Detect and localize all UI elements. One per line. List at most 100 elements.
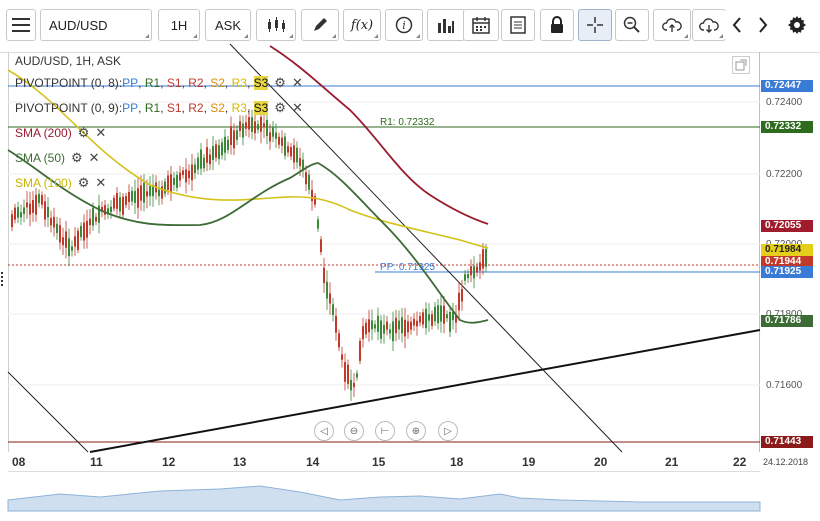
cloud-upload-icon: [662, 18, 682, 32]
date-tick: 08: [12, 455, 26, 469]
document-icon: [510, 16, 526, 34]
close-icon[interactable]: ✕: [88, 150, 100, 165]
calendar-button[interactable]: [463, 9, 499, 41]
zoom-in-button[interactable]: ⊕: [406, 421, 426, 441]
pivot-1-r3: R3: [231, 76, 247, 90]
chart-header-label: AUD/USD, 1H, ASK: [15, 54, 122, 68]
price-tick: 0.72200: [766, 169, 803, 180]
price-type-label: ASK: [214, 17, 241, 33]
pivot-2-r1: R1: [144, 101, 161, 115]
calendar-icon: [472, 17, 490, 34]
resize-handle[interactable]: [1, 272, 7, 286]
svg-text:i: i: [402, 19, 406, 32]
gear-icon[interactable]: ⚙: [71, 150, 83, 165]
price-tag: 0.71944: [761, 256, 813, 268]
volume-button[interactable]: [427, 9, 465, 41]
price-tick: 0.71800: [766, 309, 802, 320]
price-tag: 0.71443: [761, 436, 813, 448]
settings-button[interactable]: [783, 9, 811, 41]
close-icon[interactable]: ✕: [291, 75, 303, 90]
magnifier-icon: [623, 16, 640, 33]
pivot-1-r1: R1: [144, 76, 161, 90]
scroll-right-button[interactable]: [751, 9, 775, 41]
legend-sma-100-name: SMA (100): [15, 176, 72, 190]
price-tag: 0.72447: [761, 80, 813, 92]
pivot-1-s2: S2: [210, 76, 225, 90]
legend-separator: :: [118, 76, 123, 90]
zoom-in-icon: ⊕: [411, 425, 421, 437]
fit-icon: ⊢: [380, 425, 390, 437]
price-tag: 0.71984: [761, 244, 813, 256]
pivot-1-s1: S1: [166, 76, 182, 90]
legend-pivot-2: PIVOTPOINT (0, 9) : PP, R1, S1, R2, S2, …: [15, 100, 303, 115]
upload-button[interactable]: [653, 9, 691, 41]
zoom-out-button[interactable]: ⊖: [344, 421, 364, 441]
close-icon[interactable]: ✕: [291, 100, 303, 115]
price-tick: 0.71600: [766, 380, 803, 391]
chevron-left-icon: ◁: [320, 425, 328, 437]
pivot-2-s1: S1: [166, 101, 182, 115]
indicators-button[interactable]: f(x): [343, 9, 381, 41]
pivot-2-s2: S2: [210, 101, 225, 115]
price-tag: 0.71786: [761, 315, 813, 327]
price-type-selector[interactable]: ASK: [205, 9, 251, 41]
date-tick: 21: [665, 455, 679, 469]
draw-tool-button[interactable]: [301, 9, 339, 41]
price-tag: 0.72332: [761, 121, 813, 133]
chevron-right-icon: ▷: [444, 425, 452, 437]
close-icon[interactable]: ✕: [95, 175, 107, 190]
legend-pivot-1: PIVOTPOINT (0, 8) : PP, R1, S1, R2, S2, …: [15, 75, 303, 90]
legend-sma-50: SMA (50) ⚙ ✕: [15, 150, 100, 166]
timeframe-label: 1H: [170, 17, 188, 33]
gear-icon[interactable]: ⚙: [274, 100, 286, 115]
timeframe-selector[interactable]: 1H: [158, 9, 200, 41]
chart-toolbar: AUD/USD 1H ASK f(x) i: [0, 0, 820, 53]
date-tick: 15: [372, 455, 386, 469]
date-tick: 19: [522, 455, 536, 469]
menu-button[interactable]: [6, 9, 36, 41]
candlestick-icon: [268, 17, 285, 32]
price-tick: 0.72400: [766, 97, 803, 108]
download-button[interactable]: [692, 9, 726, 41]
pivot-2-r2: R2: [188, 101, 204, 115]
reset-zoom-button[interactable]: ⊢: [375, 421, 395, 441]
info-icon: i: [395, 16, 413, 34]
lock-button[interactable]: [540, 9, 574, 41]
date-tick: 11: [90, 455, 103, 469]
pivot-2-s3: S3: [253, 101, 269, 115]
scroll-left-button[interactable]: [725, 9, 749, 41]
template-button[interactable]: [501, 9, 535, 41]
symbol-selector[interactable]: AUD/USD: [40, 9, 152, 41]
date-tick: 12: [162, 455, 176, 469]
legend-separator: :: [118, 101, 123, 115]
crosshair-button[interactable]: [578, 9, 612, 41]
chart-type-button[interactable]: [256, 9, 296, 41]
gear-icon[interactable]: ⚙: [274, 75, 286, 90]
zoom-button[interactable]: [615, 9, 649, 41]
hamburger-icon: [12, 18, 30, 32]
gear-icon[interactable]: ⚙: [77, 125, 90, 140]
pp-line-label: PP: 0.71925: [380, 262, 436, 273]
legend-pivot-1-name: PIVOTPOINT (0, 8): [15, 76, 119, 90]
chart-header: AUD/USD, 1H, ASK: [15, 54, 121, 68]
cloud-download-icon: [699, 18, 719, 33]
pencil-icon: [314, 18, 327, 31]
maximize-icon[interactable]: [732, 56, 750, 74]
date-tick: 18: [450, 455, 464, 469]
gear-icon[interactable]: ⚙: [77, 175, 90, 190]
current-date-label: 24.12.2018: [763, 457, 809, 467]
gear-icon: [788, 16, 806, 34]
pivot-2-r3: R3: [231, 101, 247, 115]
info-button[interactable]: i: [385, 9, 423, 41]
legend-sma-200-name: SMA (200): [15, 126, 72, 140]
price-tag: 0.72055: [761, 220, 813, 232]
navigator-scrollbar[interactable]: [8, 471, 760, 512]
close-icon[interactable]: ✕: [95, 125, 107, 140]
pan-right-button[interactable]: ▷: [438, 421, 458, 441]
bar-chart-icon: [438, 19, 454, 33]
symbol-label: AUD/USD: [49, 17, 108, 33]
chevron-left-icon: [732, 17, 741, 33]
pan-left-button[interactable]: ◁: [314, 421, 334, 441]
date-tick: 22: [733, 455, 747, 469]
pivot-1-s3: S3: [253, 76, 269, 90]
